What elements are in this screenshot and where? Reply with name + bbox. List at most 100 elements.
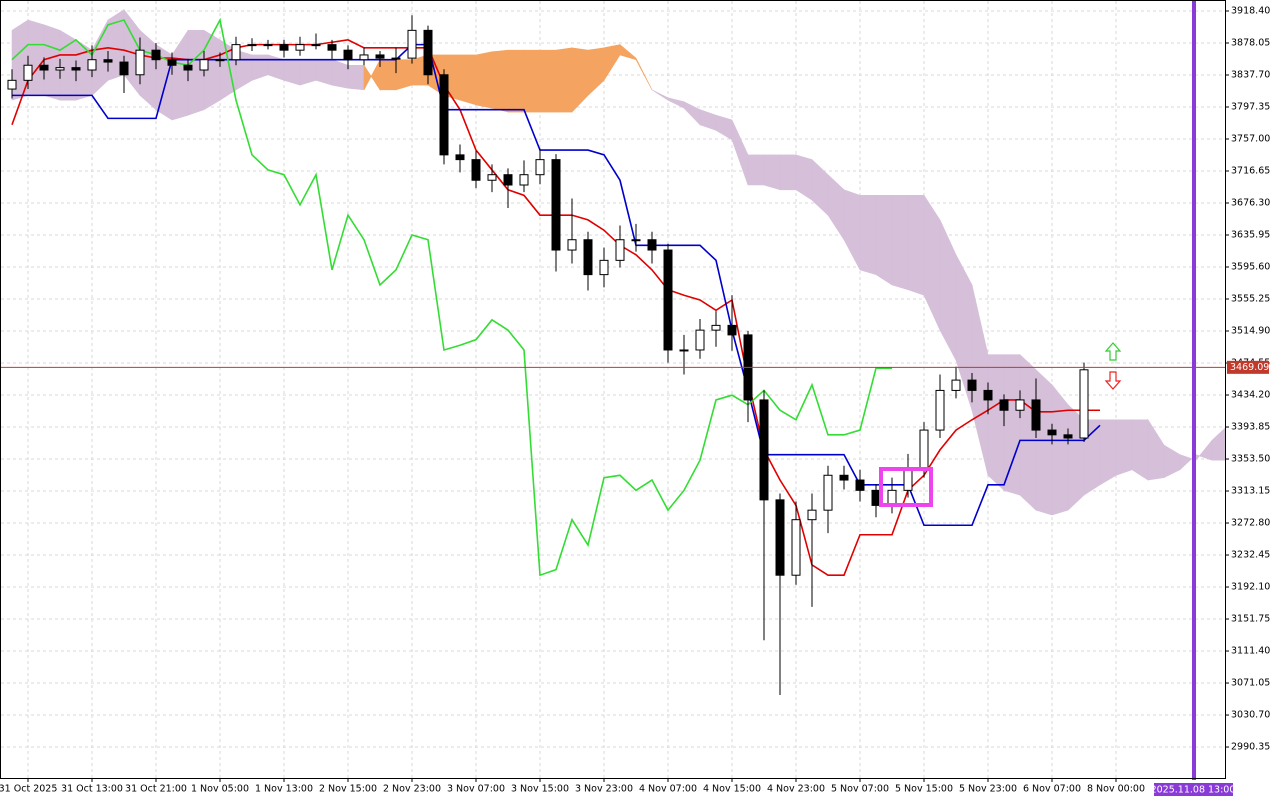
candle-body [551, 159, 561, 251]
plot-area [1, 8, 1225, 695]
candle-body [263, 44, 273, 47]
y-tick-label: 3635.95 [1231, 230, 1270, 241]
x-tick-label: 2 Nov 23:00 [383, 784, 441, 795]
candle-body [439, 74, 449, 156]
cursor-label: 2025.11.08 13:00 [1151, 785, 1236, 796]
cloud-segment [283, 59, 301, 86]
y-tick-label: 3111.40 [1231, 646, 1270, 657]
y-tick-label: 3353.50 [1231, 454, 1270, 465]
cloud-segment [523, 49, 541, 113]
cloud-segment [539, 49, 557, 113]
candle-body [951, 379, 961, 391]
candle-body [727, 324, 737, 336]
cloud-segment [27, 19, 45, 96]
candle-body [983, 389, 993, 401]
x-tick-label: 4 Nov 07:00 [639, 784, 697, 795]
x-tick-label: 1 Nov 13:00 [255, 784, 313, 795]
candle-body [567, 239, 577, 251]
cloud-segment [43, 24, 61, 101]
candle-body [775, 499, 785, 576]
y-tick-label: 3151.75 [1231, 614, 1270, 625]
cloud-segment [1035, 369, 1053, 516]
y-tick-label: 3192.10 [1231, 582, 1270, 593]
y-tick-label: 3434.20 [1231, 390, 1270, 401]
candle-body [311, 44, 321, 47]
x-tick-label: 4 Nov 15:00 [703, 784, 761, 795]
candle-body [247, 44, 257, 47]
candle-body [231, 44, 241, 61]
cloud-segment [491, 49, 509, 113]
candle-body [1015, 399, 1025, 411]
candle-body [87, 59, 97, 71]
cloud-segment [1115, 419, 1133, 476]
x-tick-label: 3 Nov 15:00 [511, 784, 569, 795]
cloud-segment [379, 59, 397, 91]
candle-body [71, 67, 81, 71]
candle-body [167, 59, 177, 66]
cloud-segment [1019, 354, 1037, 511]
cloud-segment [635, 57, 653, 90]
y-tick-label: 3232.45 [1231, 550, 1270, 561]
candle-body [679, 349, 689, 352]
candle-body [759, 399, 769, 501]
candle-body [471, 159, 481, 181]
candle-body [39, 64, 49, 71]
candle-body [375, 54, 385, 59]
cloud-segment [1051, 384, 1069, 516]
cloud-segment [1003, 354, 1021, 496]
cloud-segment [475, 51, 493, 109]
price-label: 3469.09 [1230, 362, 1269, 373]
y-tick-label: 3757.00 [1231, 134, 1270, 145]
candle-body [711, 324, 721, 331]
candle-body [119, 61, 129, 76]
candle-body [103, 59, 113, 63]
candle-body [903, 469, 913, 491]
x-tick-label: 31 Oct 21:00 [125, 784, 187, 795]
cursor-label-box [1154, 783, 1233, 796]
y-tick-label: 3393.85 [1231, 422, 1270, 433]
x-tick-label: 4 Nov 23:00 [767, 784, 825, 795]
candle-body [199, 59, 209, 71]
cloud-segment [315, 59, 333, 86]
cloud-segment [187, 30, 205, 116]
y-tick-label: 3272.80 [1231, 518, 1270, 529]
y-tick-label: 3797.35 [1231, 102, 1270, 113]
cloud-segment [875, 195, 893, 286]
candle-body [855, 479, 865, 491]
candle-body [215, 59, 225, 62]
cloud-segment [907, 195, 925, 296]
sell-arrow [1104, 371, 1122, 390]
candle-body [135, 49, 145, 76]
cloud-segment [347, 64, 365, 91]
x-tick-label: 31 Oct 13:00 [61, 784, 123, 795]
y-tick-label: 3030.70 [1231, 710, 1270, 721]
candle-body [647, 239, 657, 251]
x-tick-label: 3 Nov 07:00 [447, 784, 505, 795]
x-tick-label: 5 Nov 15:00 [895, 784, 953, 795]
candle-body [295, 44, 305, 51]
candle-body [279, 44, 289, 51]
candle-body [663, 249, 673, 351]
cloud-segment [891, 195, 909, 291]
y-tick-label: 3555.25 [1231, 294, 1270, 305]
candle-body [919, 429, 929, 471]
cloud-segment [779, 154, 797, 191]
candle-body [1047, 429, 1057, 436]
candle-body [391, 57, 401, 60]
candle-body [807, 509, 817, 521]
candle-body [1079, 369, 1089, 439]
x-tick-label: 5 Nov 07:00 [831, 784, 889, 795]
candle-body [55, 67, 65, 71]
y-tick-label: 3313.15 [1231, 486, 1270, 497]
x-tick-label: 3 Nov 23:00 [575, 784, 633, 795]
candle-body [183, 64, 193, 71]
x-tick-label: 5 Nov 23:00 [959, 784, 1017, 795]
candle-body [487, 174, 497, 181]
buy-arrow [1104, 342, 1122, 361]
cloud-segment [763, 154, 781, 191]
candle-body [839, 474, 849, 481]
candle-body [791, 519, 801, 576]
candle-body [631, 239, 641, 242]
